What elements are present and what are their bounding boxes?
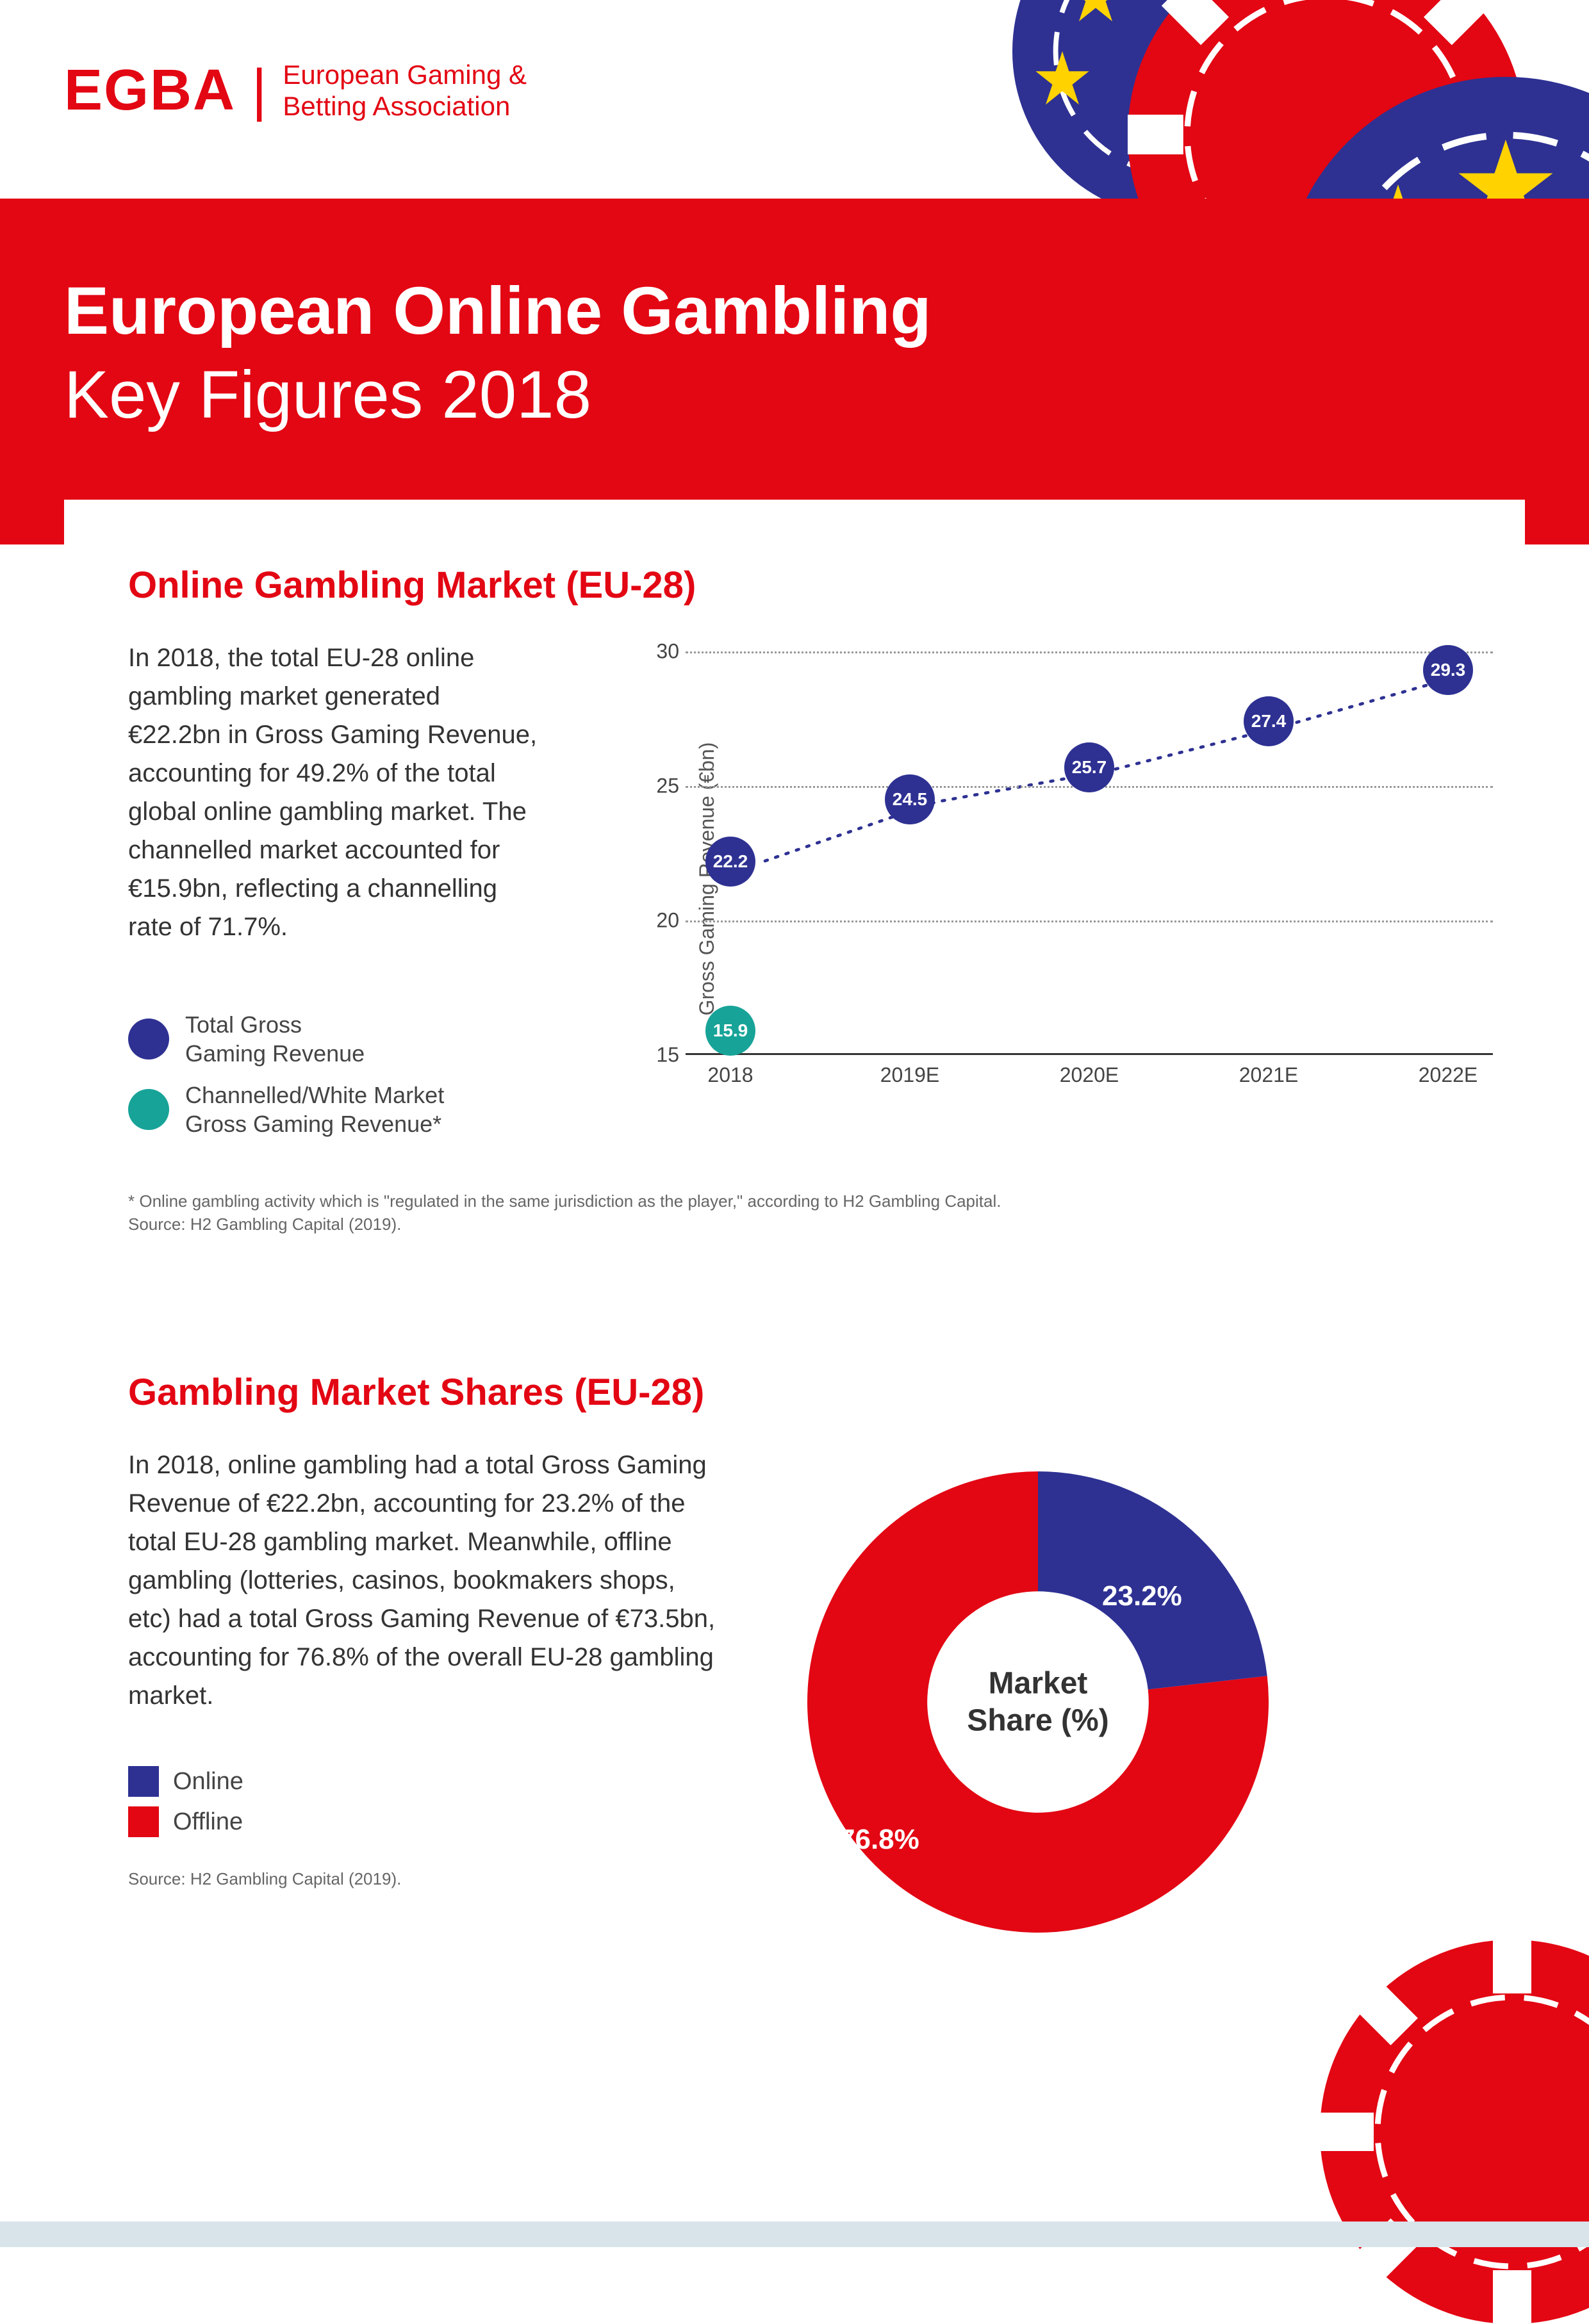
logo-abbrev: EGBA	[64, 58, 236, 124]
banner-line1: European Online Gambling	[64, 269, 1525, 353]
x-tick: 2022E	[1419, 1063, 1478, 1087]
data-point-total: 22.2	[705, 837, 755, 887]
section1-body: In 2018, the total EU-28 online gambling…	[128, 639, 538, 946]
y-tick: 20	[647, 909, 679, 933]
logo-divider: |	[252, 58, 267, 124]
donut-online-label: 23.2%	[1102, 1580, 1182, 1612]
legend-channelled-label: Channelled/White Market Gross Gaming Rev…	[185, 1081, 444, 1138]
data-point-total: 24.5	[885, 774, 935, 824]
legend-channelled: Channelled/White Market Gross Gaming Rev…	[128, 1081, 538, 1138]
chip-red-bottom	[1320, 1940, 1589, 2324]
legend-online-label: Online	[173, 1768, 243, 1796]
legend-offline: Offline	[128, 1806, 718, 1837]
legend-offline-label: Offline	[173, 1808, 243, 1836]
logo-sub-line1: European Gaming &	[283, 60, 527, 90]
data-point-total: 29.3	[1423, 645, 1473, 695]
section2-title: Gambling Market Shares (EU-28)	[128, 1371, 1461, 1414]
line-chart: Gross Gaming Revenue (€bn) 1520253020182…	[589, 639, 1461, 1119]
gridline	[686, 921, 1493, 922]
data-point-total: 27.4	[1244, 696, 1294, 746]
y-tick: 25	[647, 774, 679, 798]
section2: Gambling Market Shares (EU-28) In 2018, …	[128, 1371, 1461, 1958]
section1-footnote: * Online gambling activity which is "reg…	[128, 1190, 1461, 1236]
logo: EGBA | European Gaming & Betting Associa…	[64, 58, 527, 124]
data-point-total: 25.7	[1064, 742, 1114, 792]
line-chart-plot: 1520253020182019E2020E2021E2022E22.224.5…	[647, 651, 1493, 1055]
donut-legend: Online Offline	[128, 1766, 718, 1837]
section1-left-col: In 2018, the total EU-28 online gambling…	[128, 639, 538, 1151]
gridline	[686, 651, 1493, 653]
legend-online-swatch	[128, 1766, 159, 1797]
section2-left-col: In 2018, online gambling had a total Gro…	[128, 1446, 718, 1889]
y-tick: 15	[647, 1043, 679, 1067]
footer-bar	[0, 2222, 1589, 2247]
donut-offline-label: 76.8%	[839, 1824, 919, 1856]
logo-subtitle: European Gaming & Betting Association	[283, 60, 527, 122]
donut-chart: Market Share (%) 23.2% 76.8%	[782, 1446, 1294, 1958]
section1-title: Online Gambling Market (EU-28)	[128, 564, 1461, 607]
donut-center-label: Market Share (%)	[967, 1665, 1108, 1739]
x-tick: 2019E	[880, 1063, 940, 1087]
legend-total-label: Total Gross Gaming Revenue	[185, 1010, 365, 1068]
data-point-channelled: 15.9	[705, 1006, 755, 1056]
section2-source: Source: H2 Gambling Capital (2019).	[128, 1869, 718, 1889]
x-tick: 2018	[707, 1063, 753, 1087]
x-axis	[686, 1053, 1493, 1055]
banner-line2: Key Figures 2018	[64, 353, 1525, 437]
legend-total: Total Gross Gaming Revenue	[128, 1010, 538, 1068]
logo-sub-line2: Betting Association	[283, 91, 527, 122]
section2-body: In 2018, online gambling had a total Gro…	[128, 1446, 718, 1715]
section1-card: Online Gambling Market (EU-28) In 2018, …	[64, 500, 1525, 1275]
title-banner: European Online Gambling Key Figures 201…	[0, 199, 1589, 544]
legend-offline-swatch	[128, 1806, 159, 1837]
trend-line	[686, 651, 1493, 1055]
y-tick: 30	[647, 640, 679, 664]
line-chart-legend: Total Gross Gaming Revenue Channelled/Wh…	[128, 1010, 538, 1138]
x-tick: 2021E	[1239, 1063, 1299, 1087]
banner-title: European Online Gambling Key Figures 201…	[64, 269, 1525, 438]
x-tick: 2020E	[1060, 1063, 1119, 1087]
legend-channelled-dot	[128, 1089, 169, 1130]
legend-online: Online	[128, 1766, 718, 1797]
legend-total-dot	[128, 1019, 169, 1060]
